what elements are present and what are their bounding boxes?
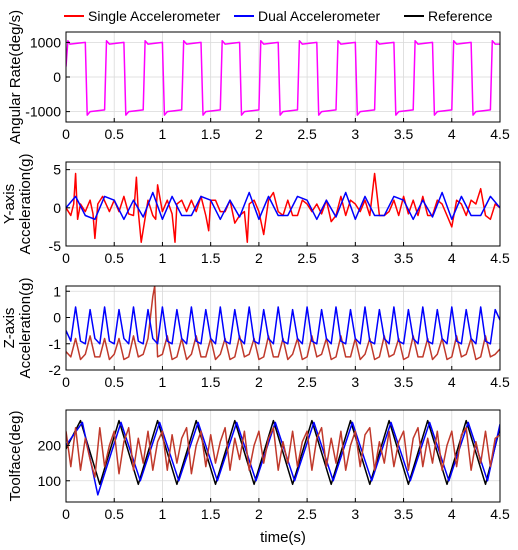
x-tick-label: 3.5 — [394, 250, 414, 266]
x-tick-label: 1 — [159, 250, 167, 266]
x-tick-label: 1.5 — [201, 126, 221, 142]
y-tick-label: -1 — [49, 336, 62, 352]
y-tick-label: 100 — [38, 473, 62, 489]
plot-area — [66, 419, 500, 496]
y-tick-label: 0 — [53, 69, 61, 85]
y-tick-label: 0 — [53, 200, 61, 216]
x-tick-label: 0 — [62, 506, 70, 522]
x-tick-label: 2 — [255, 250, 263, 266]
y-axis-title: Toolface(deg) — [7, 411, 24, 502]
axes-frame — [65, 285, 501, 371]
x-tick-label: 3 — [351, 250, 359, 266]
x-axis-title: time(s) — [260, 529, 306, 546]
series-line-single_dark — [66, 286, 500, 361]
x-tick-label: 2 — [255, 506, 263, 522]
x-tick-label: 0.5 — [104, 506, 124, 522]
x-tick-label: 2.5 — [297, 506, 317, 522]
y-tick-label: 1000 — [30, 34, 61, 50]
x-tick-label: 1 — [159, 126, 167, 142]
x-tick-label: 1 — [159, 374, 167, 390]
y-tick-label: 0 — [53, 310, 61, 326]
legend-label-dual: Dual Accelerometer — [258, 8, 381, 24]
x-tick-label: 4 — [448, 250, 456, 266]
x-tick-label: 3 — [351, 374, 359, 390]
x-tick-label: 0 — [62, 126, 70, 142]
plot-area — [66, 39, 500, 116]
axes-frame — [65, 409, 501, 503]
legend-label-single: Single Accelerometer — [88, 8, 221, 24]
y-tick-label: -1000 — [25, 104, 61, 120]
y-axis-title: Acceleration(g) — [17, 154, 34, 255]
x-tick-label: 4.5 — [490, 250, 510, 266]
x-tick-label: 2 — [255, 374, 263, 390]
x-tick-label: 1.5 — [201, 374, 221, 390]
series-line-dual — [66, 306, 500, 345]
y-tick-label: 200 — [38, 437, 62, 453]
x-tick-label: 4.5 — [490, 506, 510, 522]
x-tick-label: 0 — [62, 250, 70, 266]
subplot-4: 0 0.5 1 1.5 2 2.5 3 3.5 4 4.5 100 200 Toolface(deg) — [7, 409, 510, 522]
y-tick-label: -2 — [49, 362, 62, 378]
x-tick-label: 2.5 — [297, 250, 317, 266]
x-tick-label: 1.5 — [201, 250, 221, 266]
x-tick-label: 1.5 — [201, 506, 221, 522]
grid — [65, 410, 501, 502]
x-tick-label: 4.5 — [490, 126, 510, 142]
x-tick-label: 3.5 — [394, 126, 414, 142]
x-tick-label: 3 — [351, 506, 359, 522]
x-tick-label: 0 — [62, 374, 70, 390]
subplot-3: 0 0.5 1 1.5 2 2.5 3 3.5 4 4.5 -2 -1 0 1 Z-axis Accelera… — [1, 278, 510, 390]
plot-area — [66, 286, 500, 361]
y-axis-title: Angular Rate(deg/s) — [7, 10, 24, 144]
y-axis-title: Acceleration(g) — [17, 278, 34, 379]
x-tick-label: 0.5 — [104, 250, 124, 266]
series-line-reference — [66, 419, 500, 486]
y-tick-label: -5 — [49, 238, 62, 254]
x-tick-label: 2.5 — [297, 126, 317, 142]
x-tick-label: 1 — [159, 506, 167, 522]
x-tick-label: 3.5 — [394, 506, 414, 522]
x-tick-label: 0.5 — [104, 126, 124, 142]
x-tick-label: 3.5 — [394, 374, 414, 390]
x-tick-label: 4 — [448, 126, 456, 142]
y-tick-label: 1 — [53, 283, 61, 299]
x-tick-label: 4 — [448, 374, 456, 390]
legend-label-reference: Reference — [428, 8, 493, 24]
x-tick-label: 3 — [351, 126, 359, 142]
y-tick-label: 5 — [53, 162, 61, 178]
y-axis-title: Y-axis — [1, 184, 18, 224]
legend: Single Accelerometer Dual Accelerometer … — [64, 8, 493, 24]
series-line-angular_rate — [66, 39, 500, 116]
series-line-dual — [66, 191, 500, 221]
axes-frame — [65, 161, 501, 247]
series-line-single_dark — [66, 426, 500, 478]
x-tick-label: 0.5 — [104, 374, 124, 390]
x-tick-label: 2.5 — [297, 374, 317, 390]
plot-area — [66, 172, 500, 243]
x-tick-label: 4.5 — [490, 374, 510, 390]
x-tick-label: 4 — [448, 506, 456, 522]
y-axis-title: Z-axis — [1, 308, 18, 349]
x-tick-label: 2 — [255, 126, 263, 142]
